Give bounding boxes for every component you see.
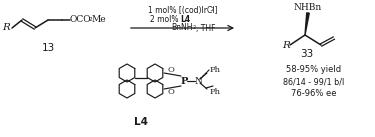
Polygon shape: [305, 13, 309, 35]
Text: Me: Me: [92, 15, 106, 25]
Text: $_2$: $_2$: [210, 6, 215, 14]
Text: L4: L4: [180, 15, 190, 24]
Text: O: O: [168, 66, 174, 74]
Text: R: R: [2, 24, 10, 32]
Text: 2 mol%: 2 mol%: [150, 15, 180, 24]
Text: Ph: Ph: [210, 66, 221, 74]
Text: R: R: [282, 42, 290, 51]
Text: P: P: [180, 76, 188, 85]
Text: 58-95% yield: 58-95% yield: [286, 65, 342, 75]
Text: 13: 13: [41, 43, 55, 53]
Text: Ph: Ph: [210, 88, 221, 96]
FancyArrowPatch shape: [131, 25, 233, 31]
Text: $_2$: $_2$: [88, 15, 94, 25]
Text: N: N: [194, 76, 202, 85]
Text: 76-96% ee: 76-96% ee: [291, 89, 337, 99]
Text: NHBn: NHBn: [294, 4, 322, 12]
Text: 86/14 - 99/1 b/l: 86/14 - 99/1 b/l: [284, 78, 345, 86]
Text: 1 mol% [(cod)IrCl]: 1 mol% [(cod)IrCl]: [148, 5, 217, 15]
Text: BnNH: BnNH: [172, 24, 193, 32]
Text: 33: 33: [300, 49, 313, 59]
Text: , THF: , THF: [196, 24, 216, 32]
Text: O: O: [168, 88, 174, 96]
Text: OCO: OCO: [70, 15, 92, 25]
Text: $_2$: $_2$: [192, 24, 197, 32]
Text: L4: L4: [134, 117, 148, 127]
